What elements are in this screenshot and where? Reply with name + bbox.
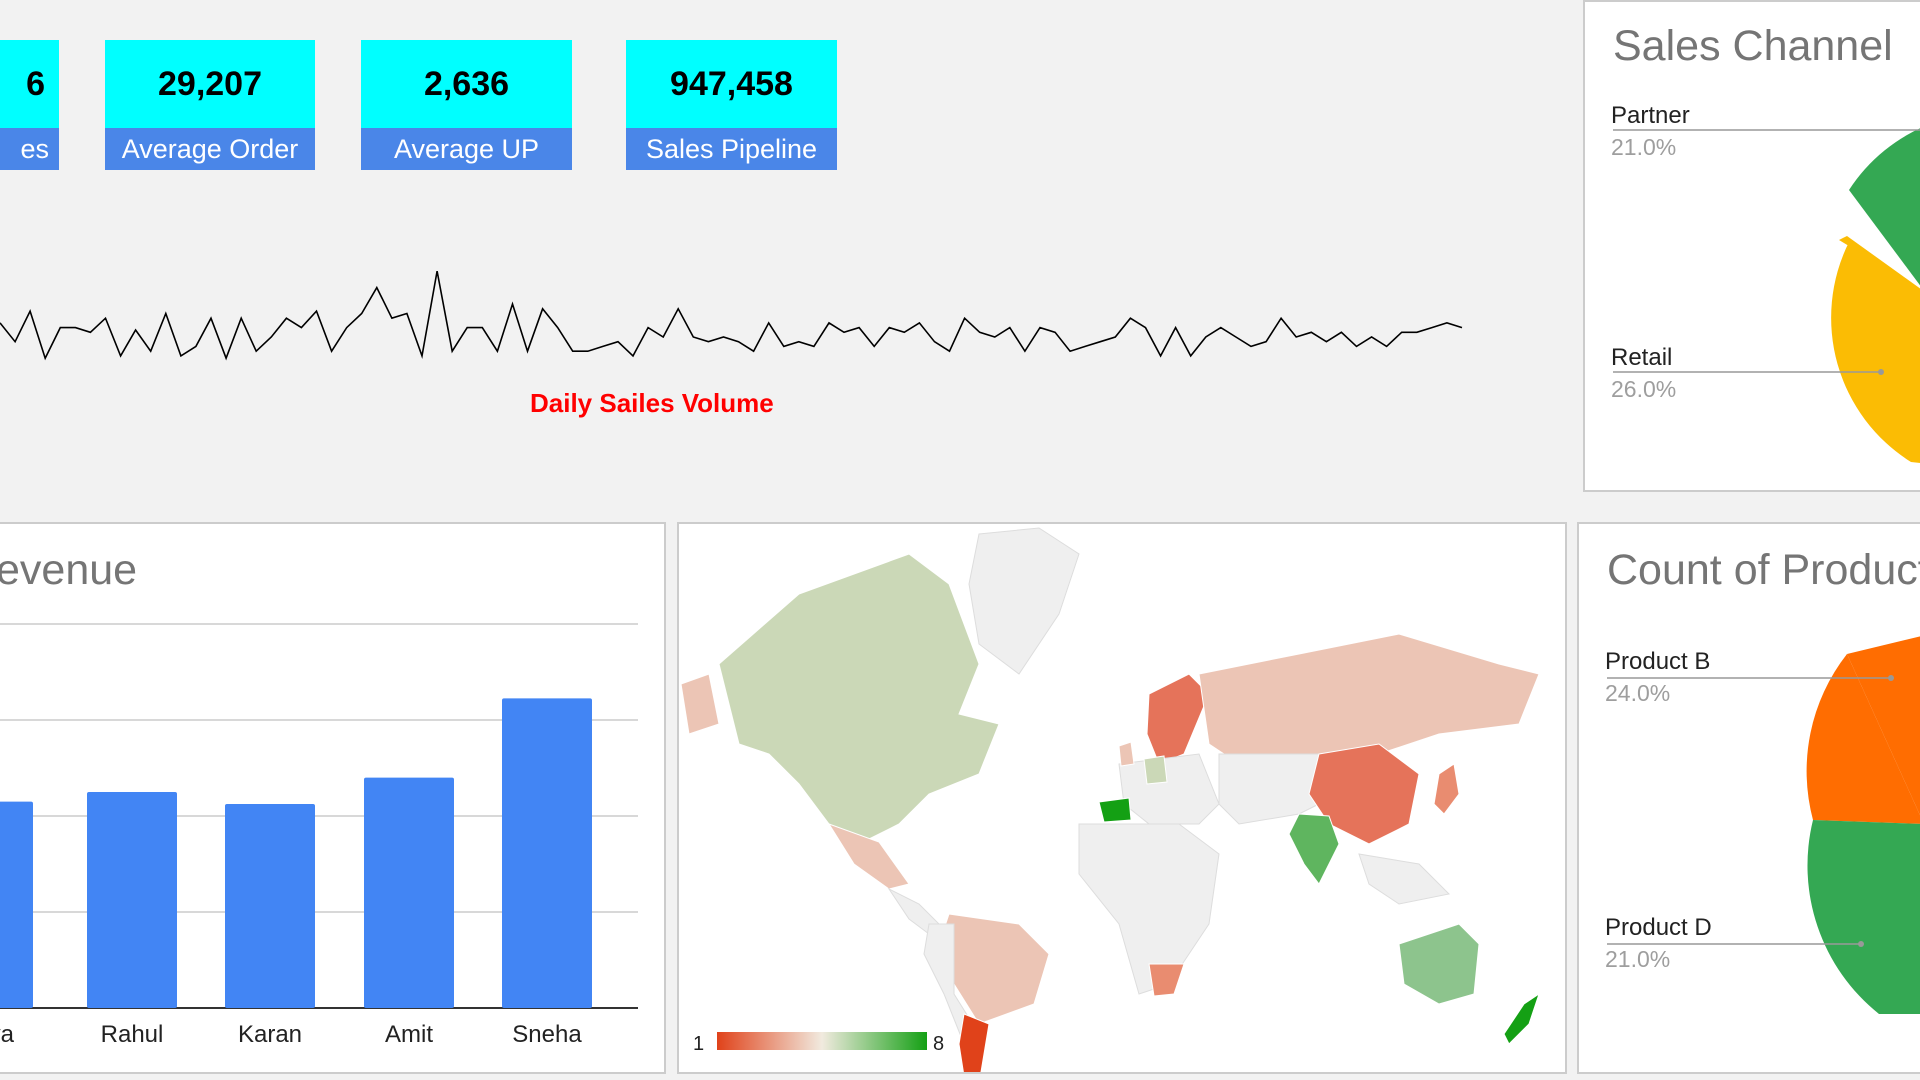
map-region-north-america bbox=[718, 553, 1000, 845]
map-region-southeast-asia bbox=[1358, 853, 1451, 905]
leader-dot-retail bbox=[1878, 369, 1884, 375]
kpi-value: 29,207 bbox=[105, 40, 315, 128]
product-count-pie bbox=[1607, 636, 1920, 1014]
product-count-card: Count of Product Product B 24.0% Product… bbox=[1577, 522, 1920, 1074]
kpi-label: Sales Pipeline bbox=[626, 128, 837, 170]
kpi-label: Average UP bbox=[361, 128, 572, 170]
map-region-spain bbox=[1098, 797, 1132, 823]
map-region-japan bbox=[1433, 763, 1460, 815]
pie-slice-yellow bbox=[1831, 242, 1920, 463]
map-region-australia bbox=[1398, 923, 1480, 1005]
card-title: Count of Product bbox=[1607, 546, 1920, 594]
world-map-card: 1 8 bbox=[677, 522, 1567, 1074]
kpi-sales-count: 6 es bbox=[0, 40, 59, 170]
kpi-average-up: 2,636 Average UP bbox=[361, 40, 572, 170]
map-region-uk bbox=[1118, 741, 1135, 767]
map-region-greenland bbox=[968, 527, 1080, 675]
pie-slice-orange bbox=[1806, 654, 1920, 824]
x-tick-label: Amit bbox=[385, 1021, 433, 1048]
pie-label-retail: Retail bbox=[1611, 344, 1673, 371]
leader-dot-product-d bbox=[1858, 941, 1864, 947]
kpi-value: 2,636 bbox=[361, 40, 572, 128]
map-region-argentina bbox=[958, 1013, 990, 1072]
revenue-bar-chart: ya Rahul Karan Amit Sneha bbox=[0, 623, 638, 1048]
x-tick-label: Sneha bbox=[512, 1021, 582, 1048]
pie-pct-product-b: 24.0% bbox=[1605, 680, 1671, 706]
map-region-scandinavia bbox=[1146, 673, 1210, 765]
map-legend-min: 1 bbox=[693, 1033, 704, 1055]
map-region-mexico bbox=[827, 823, 910, 890]
bar-karan bbox=[225, 804, 315, 1008]
bar-sneha bbox=[502, 698, 592, 1008]
pie-label-product-b: Product B bbox=[1605, 648, 1711, 675]
card-title: Sales Channel bbox=[1613, 22, 1893, 70]
map-region-south-africa bbox=[1148, 963, 1185, 997]
kpi-average-order: 29,207 Average Order bbox=[105, 40, 315, 170]
pie-pct-retail: 26.0% bbox=[1611, 376, 1677, 402]
sales-channel-pie bbox=[1613, 128, 1920, 463]
x-tick-label: Rahul bbox=[101, 1021, 164, 1048]
map-region-new-zealand bbox=[1503, 992, 1540, 1045]
map-region-alaska bbox=[680, 673, 720, 735]
x-tick-label: Karan bbox=[238, 1021, 302, 1048]
pie-pct-product-d: 21.0% bbox=[1605, 946, 1671, 972]
pie-slice-green-top bbox=[1849, 128, 1920, 286]
sales-channel-card: Sales Channel Partner 21.0% Retail 26.0% bbox=[1583, 0, 1920, 492]
kpi-label: es bbox=[0, 128, 59, 170]
leader-dot-product-b bbox=[1888, 675, 1894, 681]
pie-slice-orange-rest bbox=[1847, 636, 1920, 816]
map-legend-gradient bbox=[717, 1032, 927, 1050]
map-region-africa bbox=[1078, 823, 1220, 995]
pie-pct-partner: 21.0% bbox=[1611, 134, 1677, 160]
line-chart-title: Daily Sailes Volume bbox=[530, 388, 774, 418]
kpi-label: Average Order bbox=[105, 128, 315, 170]
daily-volume-series-line bbox=[0, 270, 1463, 361]
daily-volume-line-chart bbox=[0, 270, 1463, 361]
pie-label-product-d: Product D bbox=[1605, 914, 1712, 941]
x-tick-label: ya bbox=[0, 1021, 15, 1048]
world-map: 1 8 bbox=[680, 527, 1540, 1072]
pie-slice-yellow-top bbox=[1839, 236, 1920, 289]
revenue-card: evenue ya Rahul Karan Amit Sneha bbox=[0, 522, 666, 1074]
map-region-germany bbox=[1143, 755, 1168, 785]
pie-label-partner: Partner bbox=[1611, 102, 1690, 129]
map-legend-max: 8 bbox=[933, 1033, 944, 1055]
map-region-india bbox=[1288, 813, 1340, 885]
kpi-value: 947,458 bbox=[626, 40, 837, 128]
bar-amit bbox=[364, 777, 454, 1008]
pie-slice-green bbox=[1807, 820, 1920, 1014]
map-region-china bbox=[1308, 743, 1420, 845]
kpi-value: 6 bbox=[0, 40, 59, 128]
card-title: evenue bbox=[0, 546, 138, 594]
kpi-sales-pipeline: 947,458 Sales Pipeline bbox=[626, 40, 837, 170]
map-region-russia bbox=[1198, 633, 1540, 765]
bar-ya bbox=[0, 801, 33, 1008]
bar-rahul bbox=[87, 792, 177, 1008]
